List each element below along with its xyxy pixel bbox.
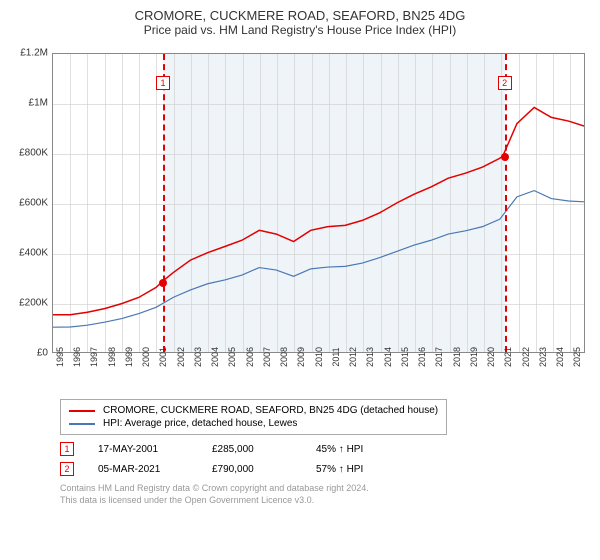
x-tick-label: 2018 bbox=[452, 347, 462, 367]
x-tick-label: 2015 bbox=[400, 347, 410, 367]
y-tick-label: £800K bbox=[19, 148, 48, 159]
x-tick-label: 2019 bbox=[469, 347, 479, 367]
transaction-row: 2 05-MAR-2021 £790,000 57% ↑ HPI bbox=[60, 459, 590, 479]
plot-area: 12 bbox=[52, 53, 585, 353]
x-tick-label: 2003 bbox=[193, 347, 203, 367]
marker-label: 2 bbox=[498, 76, 512, 90]
y-tick-label: £600K bbox=[19, 198, 48, 209]
marker-label: 1 bbox=[156, 76, 170, 90]
x-axis: 1995199619971998199920002001200220032004… bbox=[52, 355, 585, 393]
x-tick-label: 1999 bbox=[124, 347, 134, 367]
x-tick-label: 2002 bbox=[176, 347, 186, 367]
x-tick-label: 2013 bbox=[365, 347, 375, 367]
x-tick-label: 2022 bbox=[521, 347, 531, 367]
transaction-row: 1 17-MAY-2001 £285,000 45% ↑ HPI bbox=[60, 439, 590, 459]
transaction-price: £285,000 bbox=[212, 444, 292, 455]
marker-vline bbox=[163, 54, 165, 352]
footer-line-2: This data is licensed under the Open Gov… bbox=[60, 495, 590, 507]
marker-dot bbox=[501, 153, 509, 161]
page-title: CROMORE, CUCKMERE ROAD, SEAFORD, BN25 4D… bbox=[10, 8, 590, 23]
x-tick-label: 2004 bbox=[210, 347, 220, 367]
footer-line-1: Contains HM Land Registry data © Crown c… bbox=[60, 483, 590, 495]
transaction-pct: 57% ↑ HPI bbox=[316, 464, 363, 475]
transaction-pct: 45% ↑ HPI bbox=[316, 444, 363, 455]
x-tick-label: 1998 bbox=[107, 347, 117, 367]
y-tick-label: £1.2M bbox=[20, 48, 48, 59]
chart: £0£200K£400K£600K£800K£1M£1.2M 12 199519… bbox=[10, 43, 590, 393]
legend-row: CROMORE, CUCKMERE ROAD, SEAFORD, BN25 4D… bbox=[69, 404, 438, 417]
x-tick-label: 2016 bbox=[417, 347, 427, 367]
x-tick-label: 2017 bbox=[434, 347, 444, 367]
legend-label: HPI: Average price, detached house, Lewe… bbox=[103, 418, 297, 429]
x-tick-label: 1996 bbox=[72, 347, 82, 367]
legend-swatch bbox=[69, 410, 95, 412]
marker-dot bbox=[159, 279, 167, 287]
legend-swatch bbox=[69, 423, 95, 425]
x-tick-label: 2020 bbox=[486, 347, 496, 367]
y-tick-label: £400K bbox=[19, 248, 48, 259]
x-tick-label: 2001 bbox=[158, 347, 168, 367]
y-tick-label: £0 bbox=[37, 348, 48, 359]
legend: CROMORE, CUCKMERE ROAD, SEAFORD, BN25 4D… bbox=[60, 399, 447, 435]
transaction-id: 1 bbox=[60, 442, 74, 456]
transaction-id: 2 bbox=[60, 462, 74, 476]
x-tick-label: 1997 bbox=[89, 347, 99, 367]
y-tick-label: £200K bbox=[19, 298, 48, 309]
y-axis: £0 £200K £400K £600K £800K £1M £1.2M bbox=[10, 43, 52, 393]
x-tick-label: 1995 bbox=[55, 347, 65, 367]
x-tick-label: 2012 bbox=[348, 347, 358, 367]
x-tick-label: 2008 bbox=[279, 347, 289, 367]
x-tick-label: 2011 bbox=[331, 347, 341, 366]
transaction-price: £790,000 bbox=[212, 464, 292, 475]
x-tick-label: 2023 bbox=[538, 347, 548, 367]
legend-row: HPI: Average price, detached house, Lewe… bbox=[69, 417, 438, 430]
x-tick-label: 2000 bbox=[141, 347, 151, 367]
x-tick-label: 2010 bbox=[314, 347, 324, 367]
x-tick-label: 2007 bbox=[262, 347, 272, 367]
legend-label: CROMORE, CUCKMERE ROAD, SEAFORD, BN25 4D… bbox=[103, 405, 438, 416]
marker-vline bbox=[505, 54, 507, 352]
x-tick-label: 2024 bbox=[555, 347, 565, 367]
x-tick-label: 2021 bbox=[503, 347, 513, 367]
x-tick-label: 2006 bbox=[245, 347, 255, 367]
transaction-table: 1 17-MAY-2001 £285,000 45% ↑ HPI 2 05-MAR-202… bbox=[60, 439, 590, 479]
transaction-date: 05-MAR-2021 bbox=[98, 464, 188, 475]
x-tick-label: 2009 bbox=[296, 347, 306, 367]
footer: Contains HM Land Registry data © Crown c… bbox=[60, 483, 590, 506]
x-tick-label: 2014 bbox=[383, 347, 393, 367]
transaction-date: 17-MAY-2001 bbox=[98, 444, 188, 455]
y-tick-label: £1M bbox=[29, 98, 48, 109]
x-tick-label: 2005 bbox=[227, 347, 237, 367]
page-subtitle: Price paid vs. HM Land Registry's House … bbox=[10, 23, 590, 37]
x-tick-label: 2025 bbox=[572, 347, 582, 367]
